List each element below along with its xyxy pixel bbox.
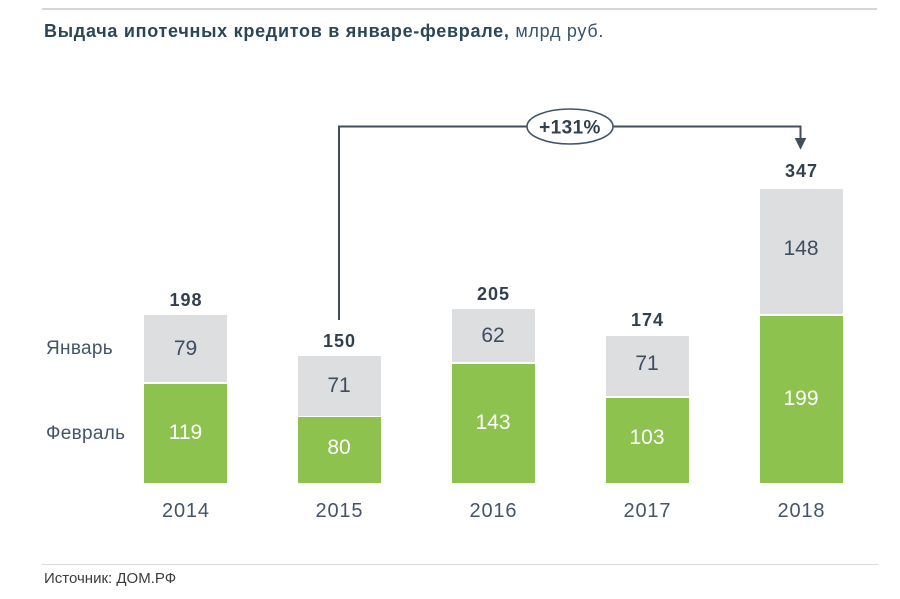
svg-text:+131%: +131% bbox=[539, 118, 601, 139]
